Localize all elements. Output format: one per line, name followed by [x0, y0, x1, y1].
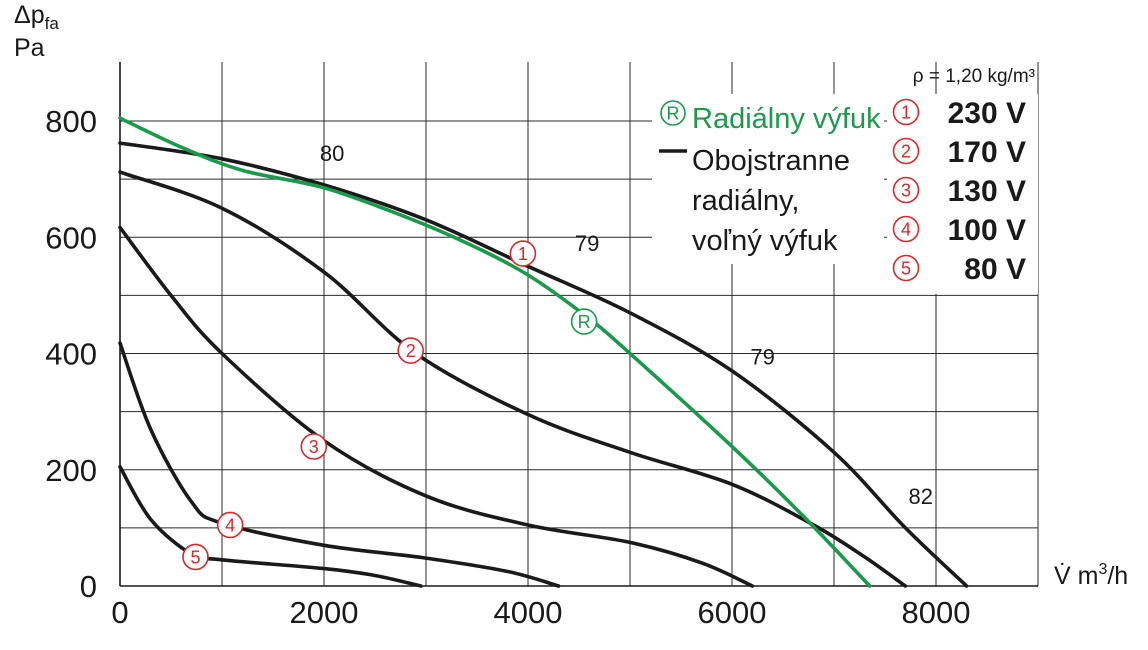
- grid: 0 2000 4000 6000 8000 0 200 400 600 800: [45, 62, 1039, 630]
- legend-green-entry: R Radiálny výfuk: [660, 100, 881, 135]
- curve-marker-5: [182, 543, 209, 571]
- curve-annotation: 80: [320, 141, 344, 166]
- voltage-legend: 1 230 V 2 170 V 3 130 V 4 100 V 5 80 V: [892, 97, 1026, 286]
- series-line-1: [118, 141, 969, 588]
- curve-marker-radial: [570, 308, 598, 335]
- voltage-marker-2: [892, 137, 920, 165]
- voltage-marker-label: 4: [901, 220, 911, 240]
- voltage-label: 170 V: [948, 136, 1026, 169]
- x-axis-label: V̇ m3/h: [1054, 561, 1128, 590]
- x-tick-label: 0: [111, 595, 128, 630]
- legend-green-label: Radiálny výfuk: [692, 103, 881, 135]
- voltage-label: 80 V: [964, 253, 1026, 286]
- curve-marker-label: 1: [518, 244, 528, 264]
- curve-annotation: 79: [575, 231, 599, 256]
- voltage-marker-label: 2: [901, 142, 911, 162]
- curve-markers: 1 2 3 4 5 R: [182, 240, 598, 571]
- curve-marker-2: [397, 337, 425, 364]
- voltage-label: 100 V: [948, 214, 1026, 247]
- series-line-4: [118, 341, 561, 588]
- legend-black-label-line1: Obojstranne: [692, 145, 850, 177]
- series-line-radial: [118, 116, 872, 588]
- y-tick-label: 800: [45, 104, 97, 139]
- voltage-marker-label: 1: [901, 103, 911, 123]
- legend-black-label-line2: radiálny,: [692, 185, 799, 217]
- x-tick-label: 6000: [698, 595, 767, 630]
- y-tick-label: 0: [80, 569, 97, 604]
- x-tick-label: 4000: [494, 595, 563, 630]
- legend-green-marker-text: R: [667, 104, 680, 124]
- voltage-label: 230 V: [948, 97, 1026, 130]
- voltage-marker-3: [892, 176, 920, 204]
- curve-marker-label: 5: [190, 547, 200, 567]
- curve-marker-label: 3: [309, 437, 319, 457]
- curve-marker-label: R: [578, 312, 591, 332]
- density-note: ρ = 1,20 kg/m³: [913, 66, 1035, 87]
- legend-black-label-line3: voľný výfuk: [692, 225, 838, 257]
- curve-marker-4: [216, 511, 244, 539]
- y-axis-label: Δpfa: [14, 1, 59, 33]
- curve-annotation: 79: [750, 344, 774, 369]
- y-tick-label: 200: [45, 453, 97, 488]
- curve-marker-3: [300, 433, 328, 460]
- series-line-5: [118, 465, 423, 588]
- voltage-marker-label: 3: [901, 181, 911, 201]
- legend-black-entry: Obojstranne radiálny, voľný výfuk: [659, 145, 850, 257]
- curve-marker-label: 4: [225, 515, 235, 535]
- curve-marker-1: [509, 240, 537, 267]
- legend-green-marker: [660, 100, 686, 126]
- legend-box: [652, 94, 884, 264]
- x-tick-label: 8000: [902, 595, 971, 630]
- y-tick-label: 600: [45, 220, 97, 255]
- x-tick-label: 2000: [290, 595, 359, 630]
- voltage-marker-1: [892, 98, 920, 126]
- curve-annotation: 82: [908, 484, 932, 509]
- series-curves: [118, 116, 969, 588]
- curve-marker-label: 2: [406, 341, 416, 361]
- y-tick-label: 400: [45, 337, 97, 372]
- series-line-2: [118, 170, 908, 588]
- voltage-marker-label: 5: [901, 259, 911, 279]
- voltage-label: 130 V: [948, 175, 1026, 208]
- annotations: 80 79 79 82: [320, 141, 933, 509]
- voltage-marker-5: [892, 254, 920, 282]
- voltage-marker-4: [892, 215, 920, 243]
- y-axis-unit: Pa: [14, 34, 45, 62]
- series-line-3: [118, 225, 755, 588]
